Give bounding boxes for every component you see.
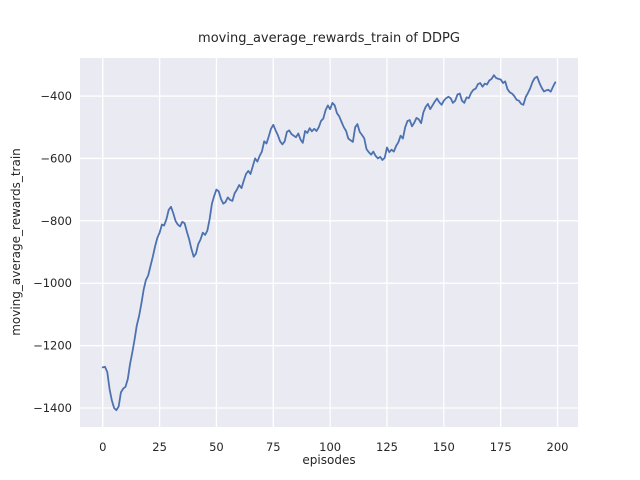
x-axis-label: episodes [302,453,356,467]
x-tick-labels: 0 25 50 75 100 125 150 175 200 [99,440,568,454]
x-tick-label: 175 [490,440,512,454]
chart-title: moving_average_rewards_train of DDPG [198,31,460,46]
gridlines [80,58,578,427]
x-tick-label: 150 [433,440,455,454]
y-tick-label: −400 [40,89,72,103]
x-tick-label: 25 [152,440,167,454]
y-tick-label: −1200 [33,339,72,353]
x-tick-label: 75 [266,440,281,454]
x-tick-label: 100 [319,440,341,454]
y-axis-label: moving_average_rewards_train [9,148,23,336]
plot-area [80,58,578,427]
y-tick-label: −800 [40,214,72,228]
y-tick-labels: −400 −600 −800 −1000 −1200 −1400 [33,89,72,415]
y-tick-label: −600 [40,151,72,165]
x-tick-label: 50 [209,440,224,454]
y-tick-label: −1400 [33,401,72,415]
series-line [101,74,557,412]
x-tick-label: 0 [99,440,106,454]
y-tick-label: −1000 [33,276,72,290]
x-tick-label: 200 [547,440,569,454]
x-tick-label: 125 [376,440,398,454]
